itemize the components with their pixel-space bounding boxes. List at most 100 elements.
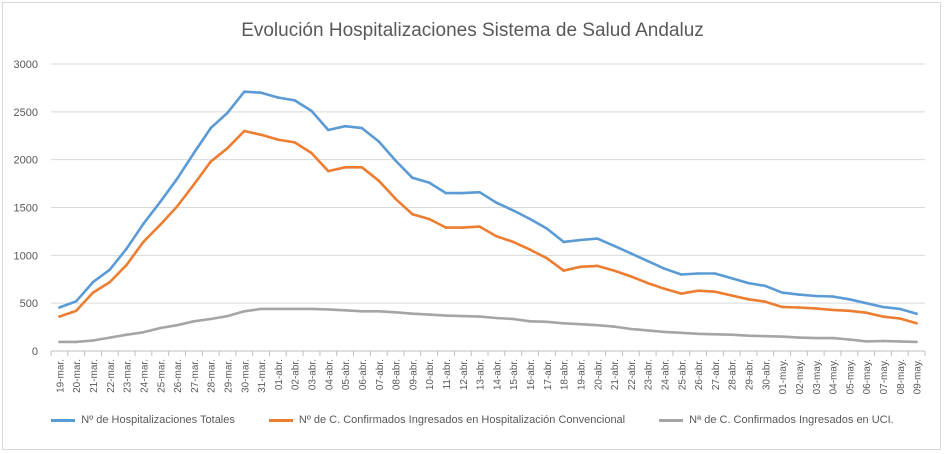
data-point xyxy=(444,314,448,317)
data-point xyxy=(478,315,481,318)
data-point xyxy=(175,177,179,181)
y-tick-label: 2000 xyxy=(14,155,38,167)
data-point xyxy=(360,309,364,313)
x-tick-label: 14-abr. xyxy=(492,359,503,390)
data-point xyxy=(629,252,633,255)
data-point xyxy=(898,340,902,343)
legend-item: Nº de C. Confirmados Ingresados en Hospi… xyxy=(268,414,625,426)
x-tick-label: 12-abr. xyxy=(459,359,470,390)
data-point xyxy=(679,273,683,276)
data-point xyxy=(259,91,263,94)
data-point xyxy=(142,222,145,226)
data-point xyxy=(276,138,280,141)
data-point xyxy=(377,309,381,313)
data-point xyxy=(528,248,532,251)
x-tick-label: 21-abr. xyxy=(610,359,621,390)
data-point xyxy=(495,234,498,238)
x-tick-label: 03-abr. xyxy=(308,359,319,390)
data-point xyxy=(411,312,414,315)
x-tick-label: 27-mar. xyxy=(190,359,201,393)
data-point xyxy=(696,332,700,336)
data-point xyxy=(646,329,649,332)
data-point xyxy=(259,133,263,137)
data-point xyxy=(495,201,498,205)
series-line-2 xyxy=(58,129,917,325)
x-tick-label: 24-mar. xyxy=(139,359,150,393)
data-point xyxy=(797,293,801,296)
data-point xyxy=(864,301,868,305)
data-point xyxy=(411,176,414,180)
data-point xyxy=(327,169,330,173)
x-tick-label: 19-abr. xyxy=(576,359,587,390)
y-tick-label: 1500 xyxy=(14,203,38,215)
data-point xyxy=(780,305,784,309)
x-tick-label: 25-abr. xyxy=(677,359,688,390)
data-point xyxy=(747,334,750,337)
data-point xyxy=(125,333,128,337)
data-point xyxy=(848,309,851,313)
data-point xyxy=(831,336,834,340)
data-point xyxy=(881,315,885,318)
data-point xyxy=(545,256,549,260)
legend-swatch xyxy=(268,418,293,422)
data-point xyxy=(612,325,616,328)
x-tick-label: 13-abr. xyxy=(476,359,487,390)
data-point xyxy=(327,308,330,311)
x-tick-label: 03-may. xyxy=(812,359,823,394)
data-point xyxy=(898,307,902,311)
data-point xyxy=(91,339,95,342)
x-tick-label: 18-abr. xyxy=(560,359,571,390)
data-point xyxy=(394,159,397,162)
x-tick-label: 23-abr. xyxy=(644,359,655,390)
data-point xyxy=(360,126,364,130)
x-tick-label: 05-may. xyxy=(845,359,856,394)
data-point xyxy=(226,314,229,318)
data-point xyxy=(427,313,431,316)
legend: Nº de Hospitalizaciones Totales Nº de C. … xyxy=(0,414,945,426)
data-point xyxy=(293,141,297,144)
data-point xyxy=(848,338,851,341)
x-tick-label: 25-mar. xyxy=(156,359,167,393)
x-tick-label: 07-may. xyxy=(879,359,890,394)
x-tick-label: 28-mar. xyxy=(207,359,218,393)
data-point xyxy=(343,166,347,169)
data-point xyxy=(663,267,666,271)
data-point xyxy=(158,326,162,330)
data-point xyxy=(293,99,297,102)
data-point xyxy=(444,191,448,195)
data-point xyxy=(125,263,128,267)
data-point xyxy=(797,336,801,339)
x-tick-label: 08-may. xyxy=(896,359,907,394)
data-point xyxy=(74,309,78,313)
data-point xyxy=(814,294,818,298)
data-point xyxy=(276,96,280,99)
y-tick-label: 2500 xyxy=(14,107,38,119)
data-point xyxy=(747,281,750,285)
x-tick-label: 04-may. xyxy=(829,359,840,394)
data-point xyxy=(444,226,448,229)
data-point xyxy=(898,317,902,320)
data-point xyxy=(528,217,532,221)
data-point xyxy=(175,205,179,208)
x-tick-label: 06-may. xyxy=(862,359,873,394)
data-point xyxy=(848,298,851,301)
data-point xyxy=(545,227,549,230)
data-point xyxy=(259,307,263,311)
data-point xyxy=(679,331,683,335)
data-point xyxy=(579,265,582,269)
data-point xyxy=(158,200,162,204)
data-point xyxy=(108,280,112,284)
data-point xyxy=(612,269,616,272)
data-point xyxy=(394,197,397,201)
data-point xyxy=(360,166,364,169)
data-point xyxy=(612,244,616,248)
x-tick-label: 29-abr. xyxy=(745,359,756,390)
data-point xyxy=(192,151,196,155)
data-point xyxy=(427,181,431,184)
x-tick-label: 20-mar. xyxy=(72,359,83,393)
data-point xyxy=(310,151,313,155)
data-point xyxy=(91,291,95,294)
data-point xyxy=(730,294,734,297)
data-point xyxy=(58,315,61,318)
data-point xyxy=(192,183,196,186)
